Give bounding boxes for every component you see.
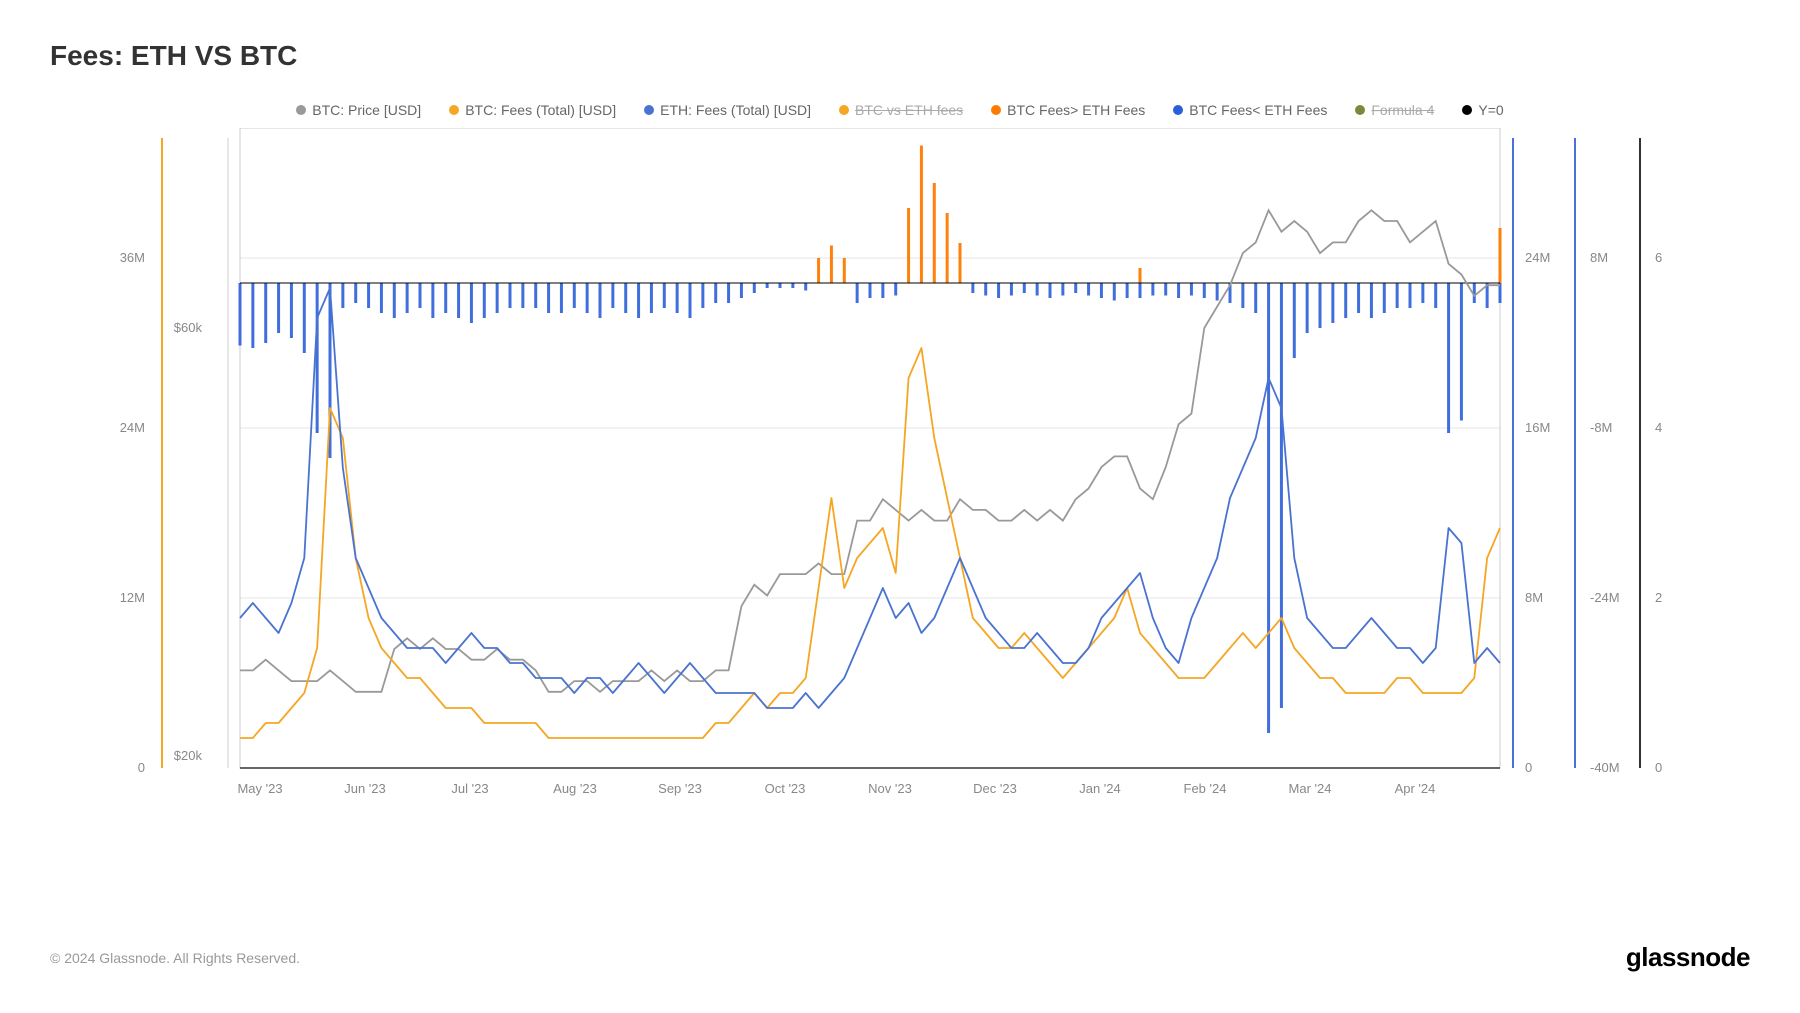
legend-dot (1173, 105, 1183, 115)
svg-text:0: 0 (1525, 760, 1532, 775)
footer: © 2024 Glassnode. All Rights Reserved. g… (50, 942, 1750, 973)
plot-svg: 0 12M 24M 36M $20k $60k 0 8M 16M 24M -40M -24M -8M 8M… (50, 128, 1750, 848)
legend-dot (1462, 105, 1472, 115)
svg-text:8M: 8M (1525, 590, 1543, 605)
legend-item[interactable]: BTC: Fees (Total) [USD] (449, 102, 616, 118)
legend-dot (296, 105, 306, 115)
svg-text:-8M: -8M (1590, 420, 1612, 435)
svg-text:6: 6 (1655, 250, 1662, 265)
svg-text:0: 0 (1655, 760, 1662, 775)
legend-label: BTC: Price [USD] (312, 102, 421, 118)
legend-dot (991, 105, 1001, 115)
legend-label: BTC: Fees (Total) [USD] (465, 102, 616, 118)
chart-title: Fees: ETH VS BTC (50, 40, 1750, 72)
svg-text:Jun '23: Jun '23 (344, 781, 386, 796)
svg-text:Jan '24: Jan '24 (1079, 781, 1121, 796)
legend-dot (644, 105, 654, 115)
copyright-text: © 2024 Glassnode. All Rights Reserved. (50, 950, 300, 966)
svg-text:May '23: May '23 (237, 781, 282, 796)
legend-item[interactable]: BTC vs ETH fees (839, 102, 963, 118)
svg-text:24M: 24M (120, 420, 145, 435)
legend-label: ETH: Fees (Total) [USD] (660, 102, 811, 118)
legend-label: BTC Fees< ETH Fees (1189, 102, 1327, 118)
svg-text:12M: 12M (120, 590, 145, 605)
svg-text:$20k: $20k (174, 748, 203, 763)
svg-text:0: 0 (138, 760, 145, 775)
legend-label: BTC Fees> ETH Fees (1007, 102, 1145, 118)
svg-text:-40M: -40M (1590, 760, 1620, 775)
svg-text:$60k: $60k (174, 320, 203, 335)
svg-text:16M: 16M (1525, 420, 1550, 435)
svg-text:Jul '23: Jul '23 (451, 781, 488, 796)
svg-text:-24M: -24M (1590, 590, 1620, 605)
legend-item[interactable]: BTC: Price [USD] (296, 102, 421, 118)
legend-label: BTC vs ETH fees (855, 102, 963, 118)
brand-logo: glassnode (1626, 942, 1750, 973)
legend: BTC: Price [USD] BTC: Fees (Total) [USD] E… (50, 102, 1750, 118)
svg-text:Apr '24: Apr '24 (1395, 781, 1436, 796)
legend-item[interactable]: ETH: Fees (Total) [USD] (644, 102, 811, 118)
legend-dot (1355, 105, 1365, 115)
legend-label: Formula 4 (1371, 102, 1434, 118)
svg-text:36M: 36M (120, 250, 145, 265)
legend-item[interactable]: BTC Fees> ETH Fees (991, 102, 1145, 118)
legend-item[interactable]: Formula 4 (1355, 102, 1434, 118)
legend-label: Y=0 (1478, 102, 1503, 118)
legend-item[interactable]: Y=0 (1462, 102, 1503, 118)
svg-text:Nov '23: Nov '23 (868, 781, 912, 796)
plot-area: 0 12M 24M 36M $20k $60k 0 8M 16M 24M -40M -24M -8M 8M… (50, 128, 1750, 828)
svg-text:Mar '24: Mar '24 (1289, 781, 1332, 796)
svg-text:4: 4 (1655, 420, 1662, 435)
svg-text:Dec '23: Dec '23 (973, 781, 1017, 796)
svg-text:Aug '23: Aug '23 (553, 781, 597, 796)
legend-dot (449, 105, 459, 115)
svg-text:Oct '23: Oct '23 (765, 781, 806, 796)
legend-dot (839, 105, 849, 115)
legend-item[interactable]: BTC Fees< ETH Fees (1173, 102, 1327, 118)
chart-container: BTC: Price [USD] BTC: Fees (Total) [USD] E… (50, 102, 1750, 862)
svg-text:Feb '24: Feb '24 (1184, 781, 1227, 796)
svg-text:Sep '23: Sep '23 (658, 781, 702, 796)
svg-text:2: 2 (1655, 590, 1662, 605)
svg-text:8M: 8M (1590, 250, 1608, 265)
svg-text:24M: 24M (1525, 250, 1550, 265)
